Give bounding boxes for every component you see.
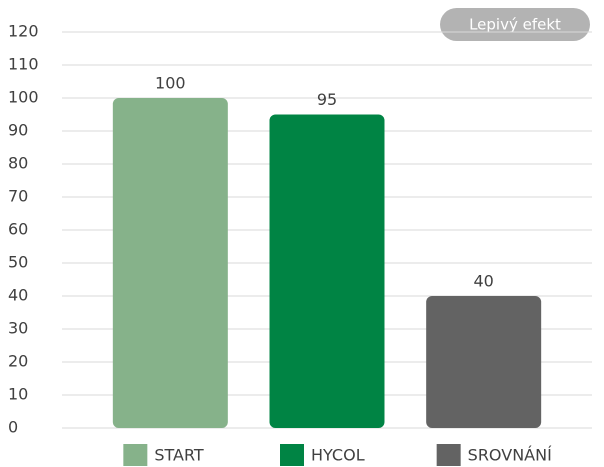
y-tick-label: 10 bbox=[8, 385, 28, 404]
legend-swatch bbox=[436, 444, 461, 466]
y-tick-label: 90 bbox=[8, 121, 28, 140]
legend-label: HYCOL bbox=[311, 446, 365, 465]
y-tick-label: 110 bbox=[8, 55, 39, 74]
y-tick-label: 60 bbox=[8, 220, 28, 239]
legend-label: START bbox=[154, 446, 204, 465]
data-label: 40 bbox=[473, 272, 493, 291]
y-tick-label: 40 bbox=[8, 286, 28, 305]
legend-swatch bbox=[280, 444, 304, 466]
legend-label: SROVNÁNÍ bbox=[468, 446, 552, 465]
y-tick-label: 30 bbox=[8, 319, 28, 338]
y-tick-label: 120 bbox=[8, 22, 39, 41]
bar bbox=[426, 296, 542, 428]
annotation-badge bbox=[440, 8, 590, 41]
y-tick-label: 70 bbox=[8, 187, 28, 206]
data-label: 95 bbox=[317, 90, 337, 109]
y-tick-label: 80 bbox=[8, 154, 28, 173]
data-label: 100 bbox=[155, 74, 186, 93]
y-tick-label: 20 bbox=[8, 352, 28, 371]
y-tick-label: 100 bbox=[8, 88, 39, 107]
legend-swatch bbox=[123, 444, 148, 466]
bar bbox=[112, 98, 228, 428]
y-tick-label: 50 bbox=[8, 253, 28, 272]
y-tick-label: 0 bbox=[8, 418, 18, 437]
annotation: Lepivý efekt bbox=[469, 16, 561, 34]
bar bbox=[269, 114, 385, 428]
